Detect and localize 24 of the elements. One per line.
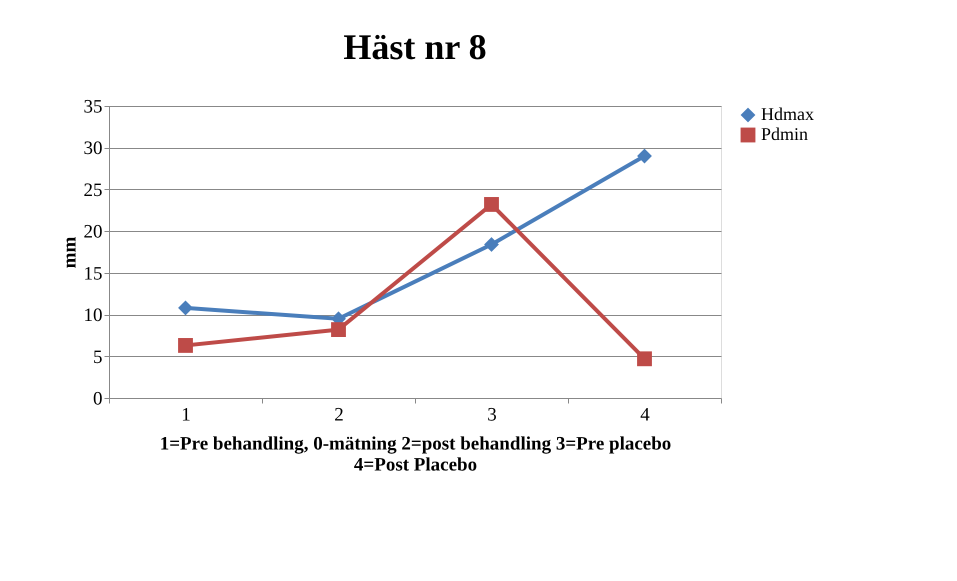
y-tick-label: 20 — [84, 222, 102, 243]
x-tick-label: 4 — [640, 404, 650, 426]
x-axis-title: 1=Pre behandling, 0-mätning 2=post behandling 3=Pre placebo 4=Post Placebo — [160, 434, 672, 476]
legend-label: Hdmax — [761, 104, 814, 124]
point — [178, 300, 193, 316]
y-axis-title: mm — [60, 236, 80, 268]
x-tick-label: 3 — [487, 404, 497, 426]
y-tick-label: 30 — [84, 138, 102, 160]
point — [331, 322, 346, 338]
y-tick-label: 5 — [93, 346, 102, 368]
legend-label: Pdmin — [761, 124, 808, 144]
y-tick-label: 15 — [84, 263, 102, 284]
y-tick-label: 25 — [84, 180, 102, 201]
point — [637, 351, 652, 366]
y-tick-label: 0 — [93, 388, 102, 410]
point — [637, 148, 652, 164]
y-tick-label: 35 — [84, 96, 102, 118]
point — [484, 237, 499, 252]
x-tick-label: 1 — [181, 404, 191, 426]
chart-title: Häst nr 8 — [343, 27, 487, 67]
x-tick-label: 2 — [334, 404, 344, 426]
y-tick-label: 10 — [84, 305, 102, 326]
point — [484, 197, 499, 212]
point — [178, 338, 193, 353]
